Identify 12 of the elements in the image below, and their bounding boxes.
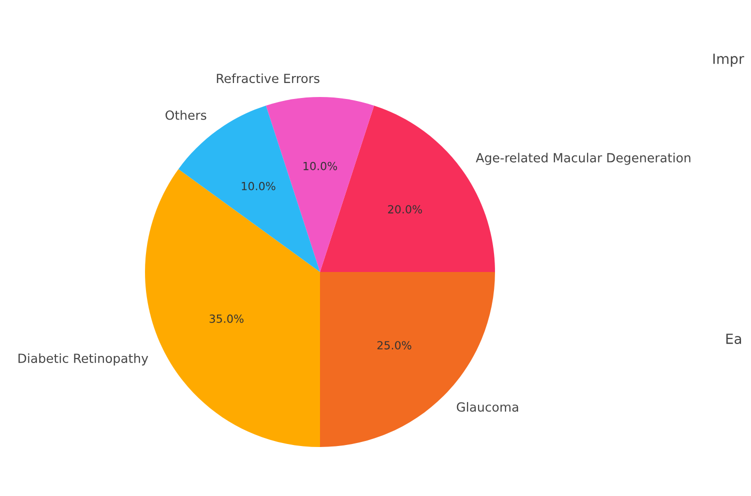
text: Ea bbox=[726, 334, 742, 344]
data-label: 10.0% bbox=[304, 162, 338, 170]
text: Impr bbox=[713, 54, 744, 67]
slice-label: Refractive Errors bbox=[216, 73, 320, 84]
data-label: 25.0% bbox=[377, 341, 412, 350]
slice-label: Others bbox=[166, 110, 206, 120]
slice-label: Diabetic Retinopathy bbox=[18, 353, 148, 366]
slice-label: Glaucoma bbox=[456, 402, 518, 412]
data-label: 10.0% bbox=[242, 182, 276, 190]
slice-label: Age-related Macular Degeneration bbox=[476, 152, 690, 165]
data-label: 20.0% bbox=[388, 205, 422, 214]
data-label: 35.0% bbox=[210, 314, 244, 323]
